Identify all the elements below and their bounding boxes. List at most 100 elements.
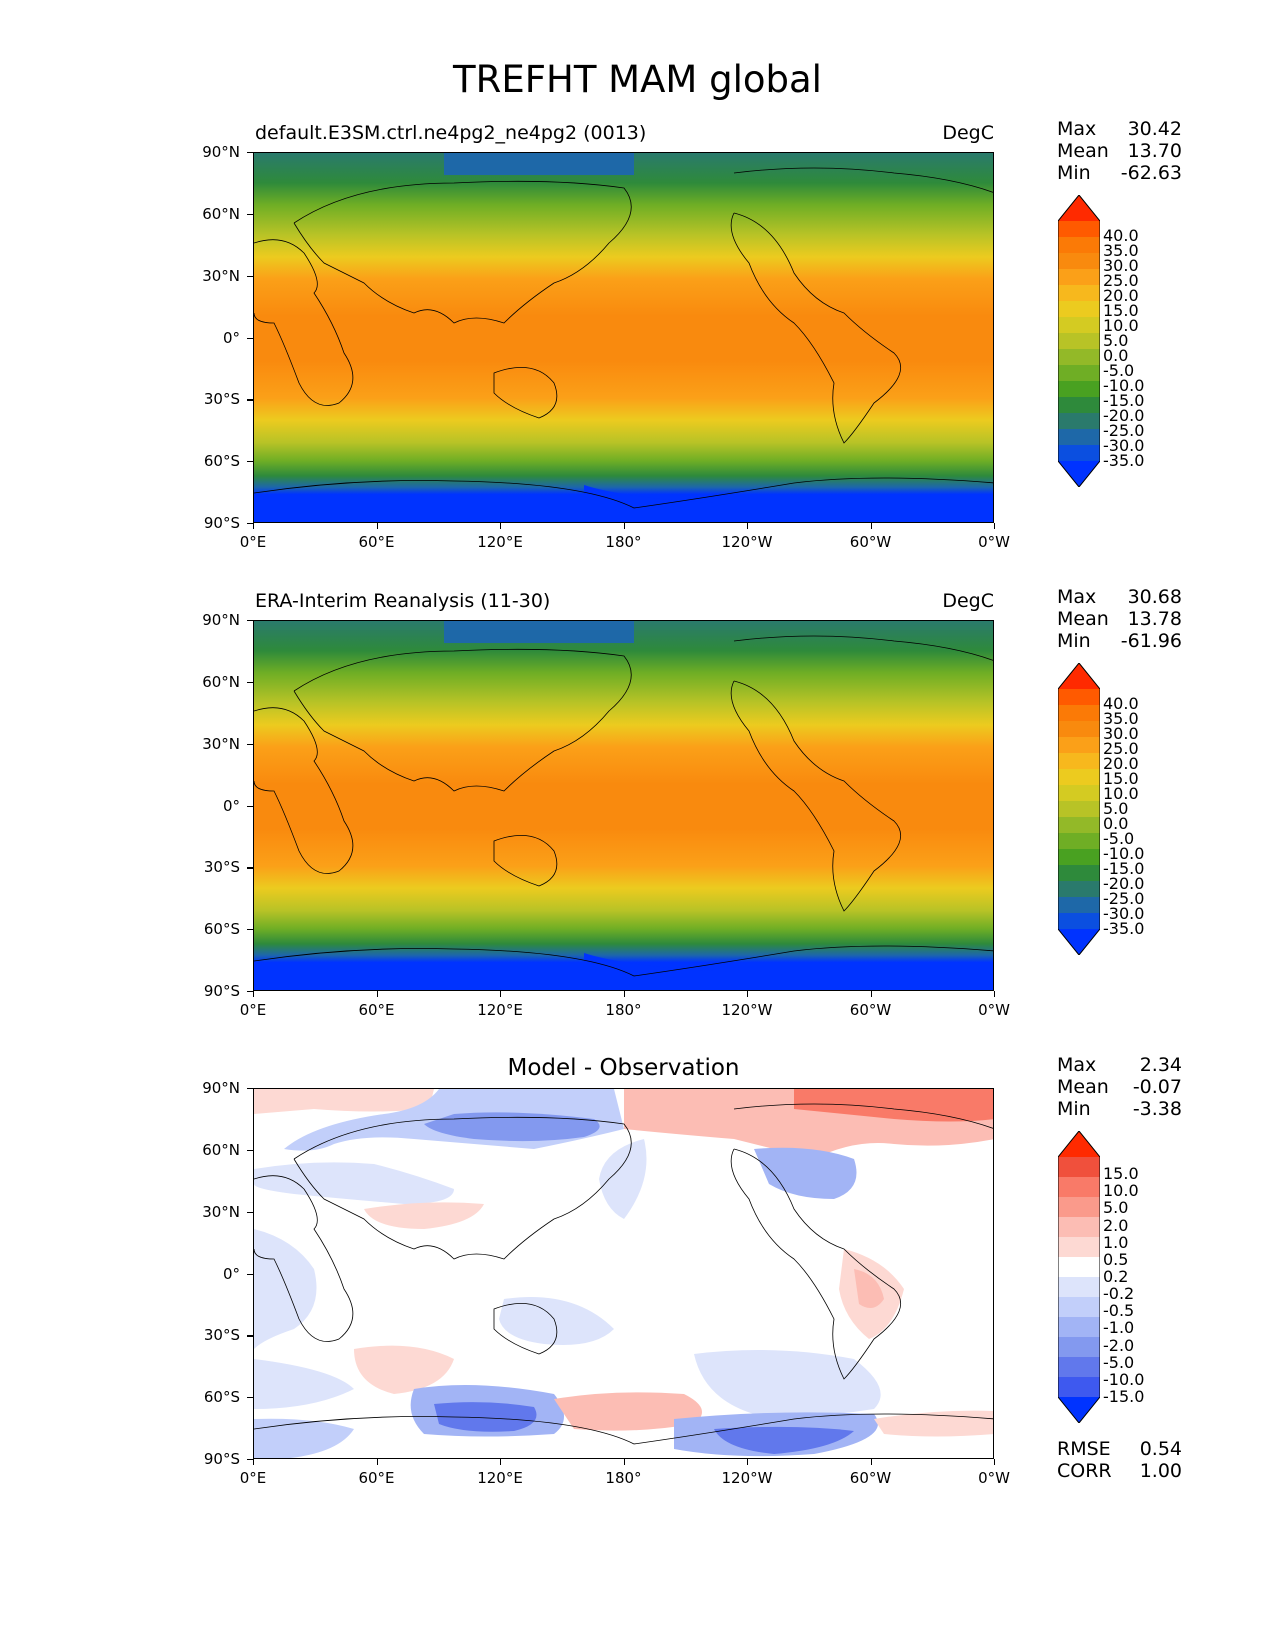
colorbar-tick-label: -35.0 bbox=[1103, 451, 1145, 470]
lon-tick bbox=[253, 991, 255, 997]
lat-tick bbox=[247, 1459, 253, 1461]
panel2-stats: Max 30.68 Mean 13.78 Min -61.96 bbox=[1057, 586, 1182, 652]
lat-tick bbox=[247, 1335, 253, 1337]
colorbar-swatch bbox=[1058, 1237, 1100, 1258]
colorbar-panel1 bbox=[1058, 195, 1100, 487]
stat-min-value: -61.96 bbox=[1120, 630, 1182, 652]
lat-tick-label: 60°S bbox=[203, 1388, 240, 1407]
colorbar-tick-label: -25.0 bbox=[1103, 889, 1145, 908]
lon-tick bbox=[623, 1459, 625, 1465]
colorbar-swatch bbox=[1058, 1257, 1100, 1278]
colorbar-swatch bbox=[1058, 1217, 1100, 1238]
lon-tick bbox=[994, 523, 996, 529]
lon-tick-label: 0°W bbox=[978, 533, 1010, 551]
stat-min-label: Min bbox=[1057, 1098, 1091, 1120]
panel2-map bbox=[253, 620, 994, 991]
lon-tick bbox=[253, 1459, 255, 1465]
rmse-value: 0.54 bbox=[1139, 1438, 1182, 1460]
colorbar-tick-label: 20.0 bbox=[1103, 754, 1139, 773]
colorbar-tick-label: 10.0 bbox=[1103, 1181, 1139, 1201]
colorbar-swatch bbox=[1058, 833, 1100, 850]
stat-max-label: Max bbox=[1057, 586, 1097, 608]
lon-tick bbox=[253, 523, 255, 529]
panel1-map bbox=[253, 152, 994, 523]
colorbar-tick-label: 5.0 bbox=[1103, 799, 1129, 818]
panel1-coastlines bbox=[254, 167, 993, 509]
colorbar-swatch bbox=[1058, 253, 1100, 270]
colorbar-swatch bbox=[1058, 865, 1100, 882]
panel3-coastlines bbox=[254, 1103, 993, 1445]
lon-tick-label: 120°E bbox=[477, 533, 523, 551]
lat-tick-label: 60°N bbox=[202, 204, 240, 223]
panel3-metrics: RMSE 0.54 CORR 1.00 bbox=[1057, 1438, 1182, 1482]
stat-mean-value: 13.78 bbox=[1127, 608, 1182, 630]
lat-tick bbox=[247, 743, 253, 745]
colorbar-tick-label: -5.0 bbox=[1103, 1352, 1135, 1372]
lat-tick bbox=[247, 152, 253, 154]
colorbar-swatch bbox=[1058, 1157, 1100, 1178]
colorbar-swatch bbox=[1058, 445, 1100, 462]
lon-tick-label: 0°W bbox=[978, 1001, 1010, 1019]
lon-tick bbox=[994, 991, 996, 997]
lat-tick-label: 90°N bbox=[202, 143, 240, 161]
lon-tick-label: 60°E bbox=[358, 1469, 395, 1487]
lat-tick-label: 60°S bbox=[203, 920, 240, 939]
stat-mean-label: Mean bbox=[1057, 1076, 1109, 1098]
lat-tick-label: 30°N bbox=[202, 734, 240, 753]
colorbar-swatch bbox=[1058, 349, 1100, 366]
corr-label: CORR bbox=[1057, 1460, 1112, 1482]
stat-max-label: Max bbox=[1057, 1054, 1097, 1076]
stat-max-value: 2.34 bbox=[1139, 1054, 1182, 1076]
stat-max-value: 30.42 bbox=[1127, 118, 1182, 140]
lon-tick bbox=[376, 1459, 378, 1465]
colorbar-tick-label: -1.0 bbox=[1103, 1318, 1135, 1338]
stat-min-value: -62.63 bbox=[1120, 162, 1182, 184]
stat-max-label: Max bbox=[1057, 118, 1097, 140]
lon-tick bbox=[500, 1459, 502, 1465]
colorbar-swatch bbox=[1058, 881, 1100, 898]
colorbar-tick-label: 5.0 bbox=[1103, 1198, 1129, 1218]
lon-tick bbox=[623, 991, 625, 997]
colorbar-tick-label: -30.0 bbox=[1103, 904, 1145, 923]
colorbar-swatch bbox=[1058, 913, 1100, 930]
lat-tick bbox=[247, 929, 253, 931]
colorbar-swatch bbox=[1058, 365, 1100, 382]
colorbar-swatch bbox=[1058, 785, 1100, 802]
colorbar-tick-label: 10.0 bbox=[1103, 784, 1139, 803]
panel3-title: Model - Observation bbox=[507, 1055, 740, 1081]
rmse-label: RMSE bbox=[1057, 1438, 1111, 1460]
panel1-units: DegC bbox=[942, 122, 994, 144]
lon-tick-label: 60°W bbox=[849, 533, 892, 551]
colorbar-tick-label: 15.0 bbox=[1103, 301, 1139, 320]
colorbar-panel2 bbox=[1058, 663, 1100, 955]
colorbar-tick-label: 0.5 bbox=[1103, 1249, 1129, 1269]
panel1-stats: Max 30.42 Mean 13.70 Min -62.63 bbox=[1057, 118, 1182, 184]
colorbar-swatch bbox=[1058, 1177, 1100, 1198]
colorbar-tick-label: 25.0 bbox=[1103, 739, 1139, 758]
lon-tick bbox=[994, 1459, 996, 1465]
colorbar-tick-label: 5.0 bbox=[1103, 331, 1129, 350]
colorbar-swatch bbox=[1058, 301, 1100, 318]
colorbar-tick-label: -10.0 bbox=[1103, 844, 1145, 863]
colorbar-swatch bbox=[1058, 817, 1100, 834]
colorbar-tick-label: 40.0 bbox=[1103, 694, 1139, 713]
colorbar-swatch bbox=[1058, 317, 1100, 334]
colorbar-tick-label: -25.0 bbox=[1103, 421, 1145, 440]
lon-tick bbox=[500, 991, 502, 997]
colorbar-tick-label: 35.0 bbox=[1103, 709, 1139, 728]
lon-tick-label: 0°E bbox=[239, 1001, 267, 1019]
lat-tick-label: 90°S bbox=[203, 982, 240, 1000]
colorbar-tick-label: -2.0 bbox=[1103, 1335, 1135, 1355]
colorbar-swatch bbox=[1058, 1197, 1100, 1218]
lon-tick bbox=[500, 523, 502, 529]
colorbar-panel3 bbox=[1058, 1131, 1100, 1423]
colorbar-swatch bbox=[1058, 237, 1100, 254]
panel1-title: default.E3SM.ctrl.ne4pg2_ne4pg2 (0013) bbox=[255, 122, 647, 144]
colorbar-tick-label: 0.2 bbox=[1103, 1267, 1129, 1286]
lon-tick-label: 0°W bbox=[978, 1469, 1010, 1487]
colorbar-tick-label: -15.0 bbox=[1103, 859, 1145, 878]
lat-tick-label: 30°N bbox=[202, 1202, 240, 1221]
lat-tick-label: 30°S bbox=[203, 858, 240, 877]
lon-tick-label: 60°E bbox=[358, 1001, 395, 1019]
colorbar-tick-label: 10.0 bbox=[1103, 316, 1139, 335]
